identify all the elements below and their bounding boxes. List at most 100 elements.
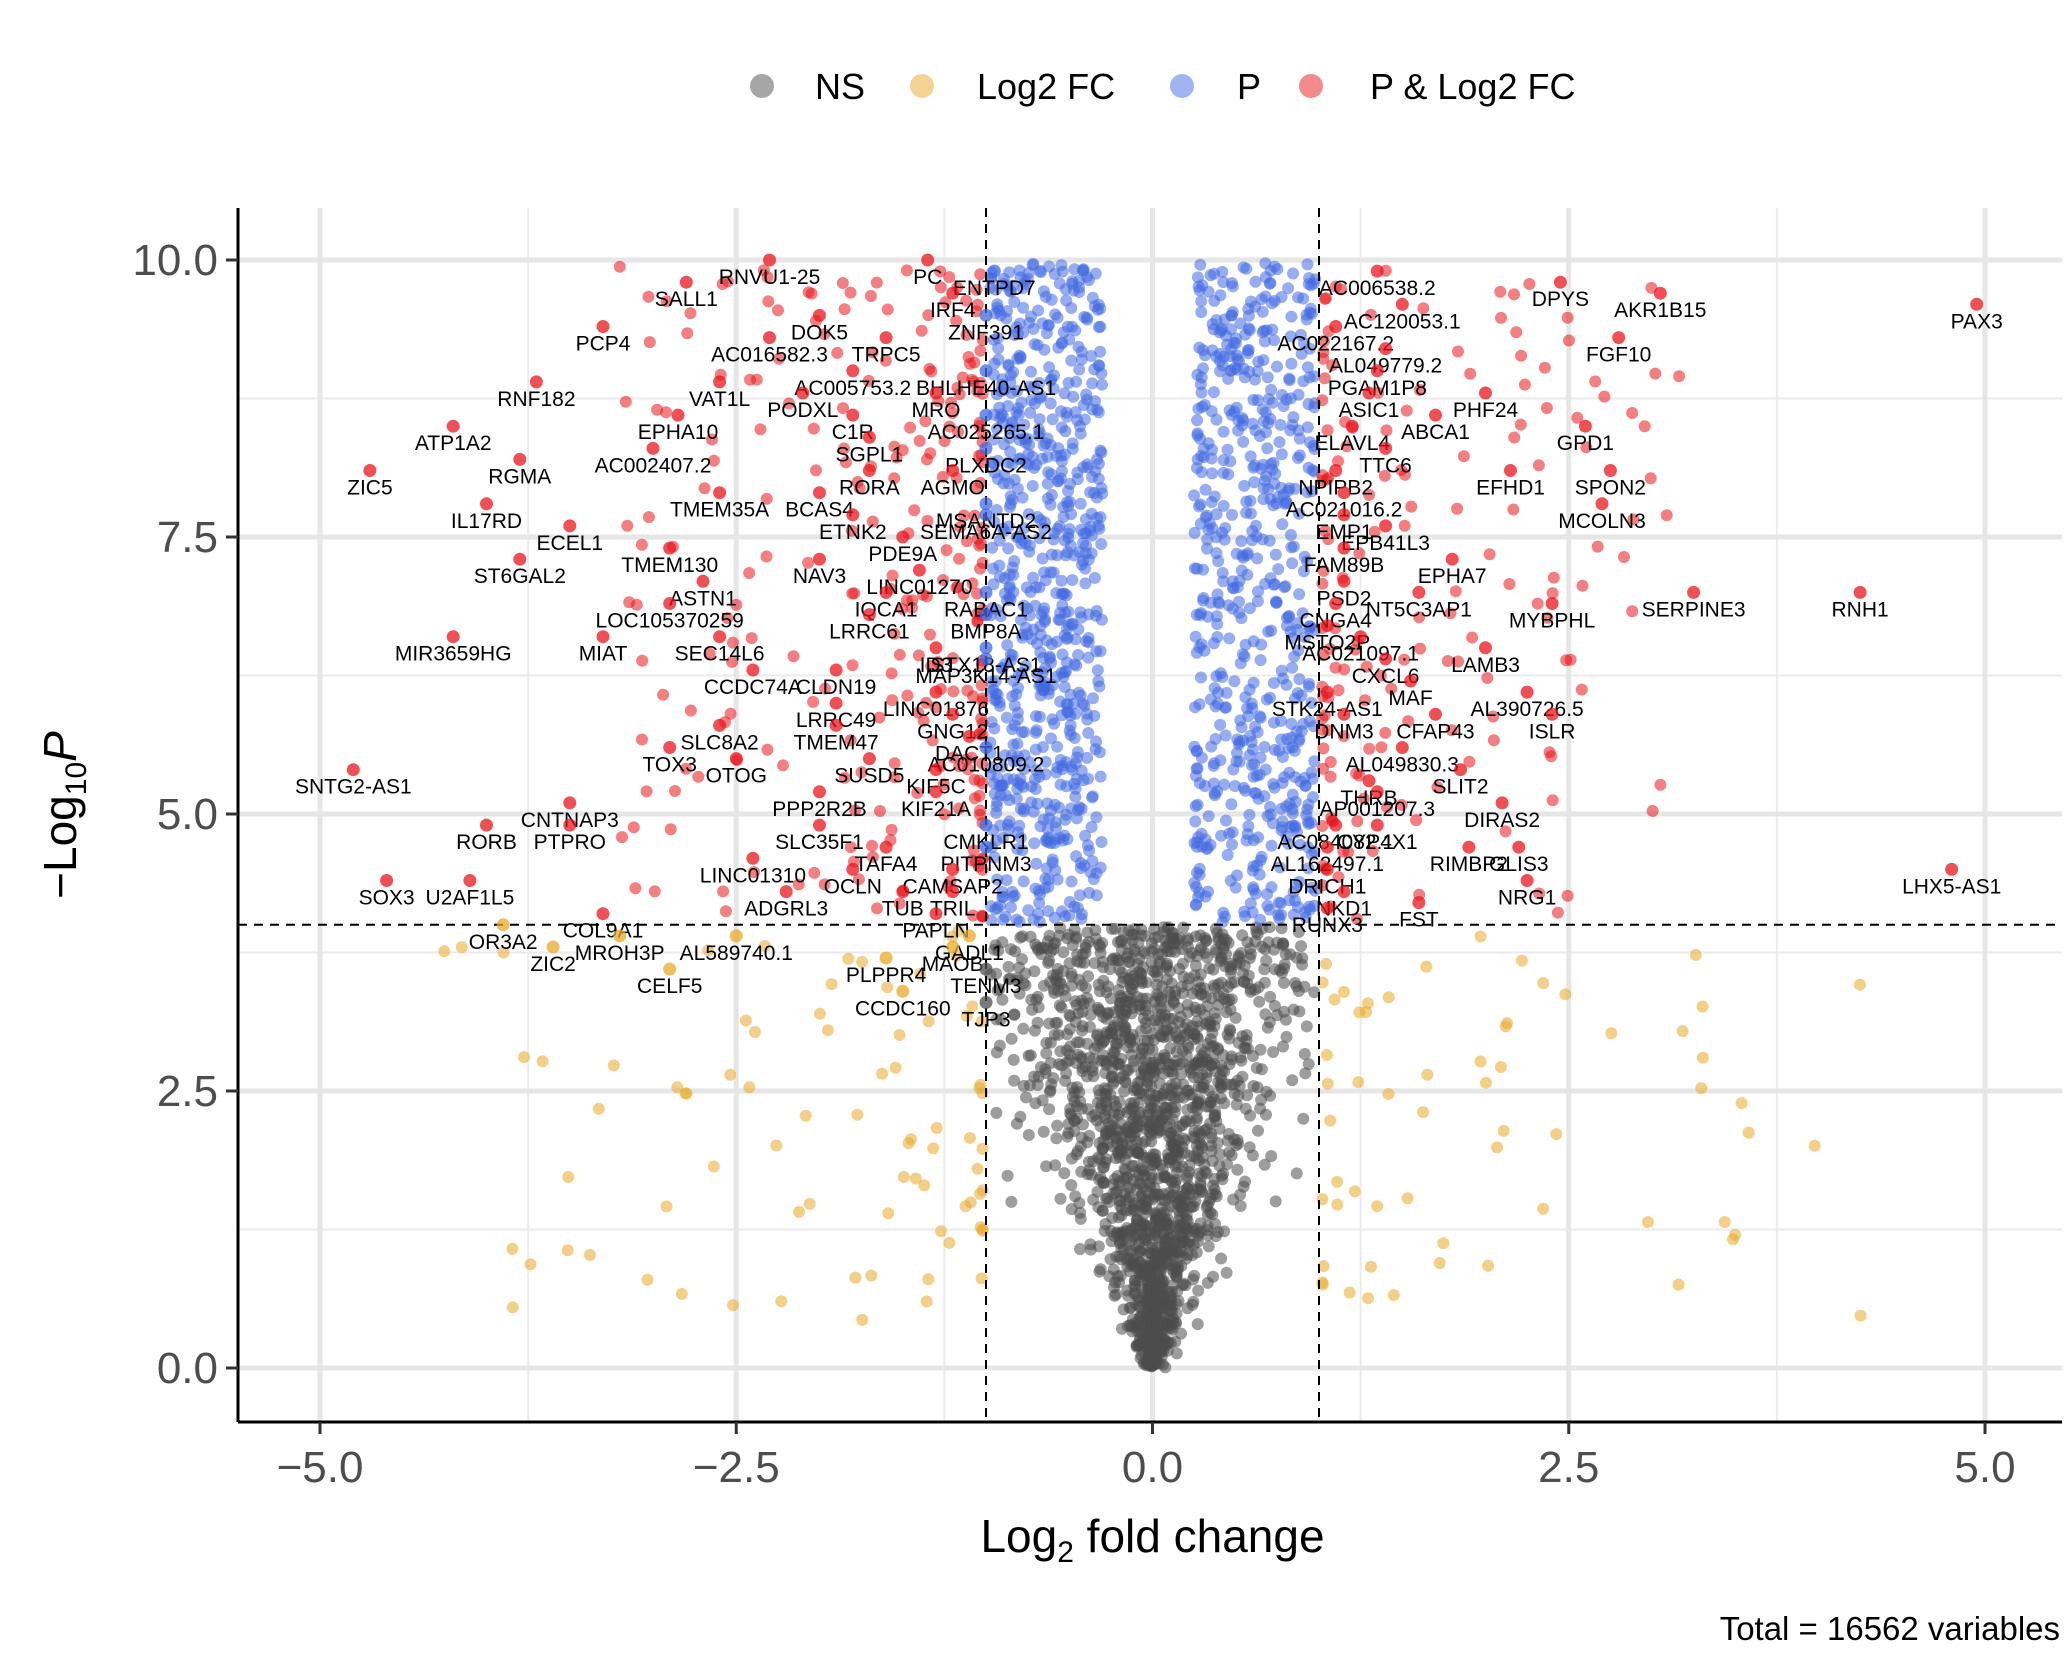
fc-point xyxy=(842,952,855,965)
p-point xyxy=(1193,641,1206,654)
sig-point xyxy=(951,381,964,394)
p-point xyxy=(1003,591,1016,604)
ns-point xyxy=(1187,1273,1199,1286)
gene-point xyxy=(862,608,876,622)
p-point xyxy=(1282,742,1295,755)
p-point xyxy=(1024,756,1036,769)
ns-point xyxy=(1174,1220,1187,1233)
ns-point xyxy=(1153,1077,1166,1090)
fc-point xyxy=(1353,1006,1366,1019)
p-point xyxy=(1088,487,1101,499)
fc-point xyxy=(1474,930,1487,943)
p-point xyxy=(1301,555,1314,568)
ns-point xyxy=(1201,1220,1214,1232)
gene-label: LRRC61 xyxy=(829,621,910,644)
fc-point xyxy=(897,1171,910,1183)
gene-label: ENTPD7 xyxy=(953,277,1036,300)
sig-point xyxy=(777,759,789,772)
gene-label: AC006538.2 xyxy=(1319,277,1436,300)
p-point xyxy=(1225,277,1238,289)
p-point xyxy=(1303,306,1316,319)
sig-point xyxy=(1561,311,1574,324)
sig-point xyxy=(921,514,934,527)
p-point xyxy=(1308,370,1321,383)
sig-point xyxy=(703,648,716,660)
gene-label: TENM3 xyxy=(950,975,1021,998)
gene-point xyxy=(480,497,493,511)
fc-point xyxy=(821,1024,834,1037)
gene-point xyxy=(879,840,893,854)
fc-point xyxy=(1401,1192,1414,1205)
gene-label: SEC14L6 xyxy=(675,643,765,666)
gene-point xyxy=(929,763,943,777)
ns-point xyxy=(1146,945,1159,958)
ns-point xyxy=(1120,995,1132,1008)
ns-point xyxy=(1268,963,1281,976)
ns-point xyxy=(1087,1155,1100,1168)
ns-point xyxy=(1158,1169,1171,1182)
axes: −5.0 −2.5 0.0 2.5 5.00.02.55.07.510.0 xyxy=(132,208,2062,1492)
ns-point xyxy=(1113,1095,1126,1108)
gene-point xyxy=(563,818,577,832)
p-point xyxy=(1262,393,1275,406)
gene-point xyxy=(962,929,976,943)
ns-point xyxy=(1254,1043,1267,1056)
sig-point xyxy=(921,453,933,466)
fc-point xyxy=(506,1301,519,1314)
p-point xyxy=(1093,680,1106,693)
fc-point xyxy=(1480,1076,1492,1089)
fc-point xyxy=(1362,1292,1375,1305)
p-point xyxy=(1047,566,1060,579)
gene-point xyxy=(862,464,876,477)
p-point xyxy=(998,438,1011,451)
gene-point xyxy=(1329,818,1343,832)
p-point xyxy=(1243,602,1256,615)
ns-point xyxy=(1215,951,1228,964)
sig-point xyxy=(1487,734,1500,747)
p-point xyxy=(1057,834,1069,847)
y-tick-label: 10.0 xyxy=(132,236,218,285)
gene-point xyxy=(446,630,460,644)
y-tick-label: 5.0 xyxy=(157,790,218,839)
ns-point xyxy=(1192,1080,1205,1093)
fc-point xyxy=(1433,1257,1446,1269)
p-point xyxy=(1041,492,1054,505)
p-point xyxy=(1286,661,1299,674)
p-point xyxy=(1210,547,1223,560)
gene-label: RNVU1-25 xyxy=(719,266,821,289)
p-point xyxy=(1039,768,1052,781)
ns-point xyxy=(1120,1204,1132,1217)
caption-total-variables: Total = 16562 variables xyxy=(1720,1610,2060,1647)
gene-point xyxy=(979,995,993,1009)
ns-point xyxy=(1181,1103,1194,1116)
sig-point xyxy=(1329,661,1342,674)
p-point xyxy=(1247,635,1260,648)
p-point xyxy=(1005,654,1017,667)
p-point xyxy=(1094,861,1107,874)
ns-point xyxy=(1181,1172,1194,1185)
gene-label: AC120053.1 xyxy=(1344,310,1461,333)
gene-label: EPHA10 xyxy=(638,421,719,444)
gene-label: BHLHE40-AS1 xyxy=(916,377,1056,400)
sig-point xyxy=(692,770,705,783)
sig-point xyxy=(838,303,851,316)
p-point xyxy=(1077,264,1090,277)
sig-point xyxy=(920,696,933,709)
fc-point xyxy=(607,1059,620,1072)
fc-point xyxy=(1499,1020,1512,1033)
y-tick-label: 7.5 xyxy=(157,513,218,562)
p-point xyxy=(1301,258,1314,271)
fc-point xyxy=(881,981,894,994)
fc-point xyxy=(671,1081,684,1094)
sig-point xyxy=(642,511,655,524)
ns-point xyxy=(1229,1011,1242,1024)
sig-point xyxy=(1538,361,1551,374)
ns-point xyxy=(1049,1017,1062,1029)
sig-point xyxy=(870,276,883,289)
p-point xyxy=(996,417,1009,430)
sig-point xyxy=(721,612,734,624)
fc-point xyxy=(1331,1175,1344,1188)
sig-point xyxy=(922,309,935,322)
p-point xyxy=(1268,260,1281,273)
sig-point xyxy=(908,504,921,517)
